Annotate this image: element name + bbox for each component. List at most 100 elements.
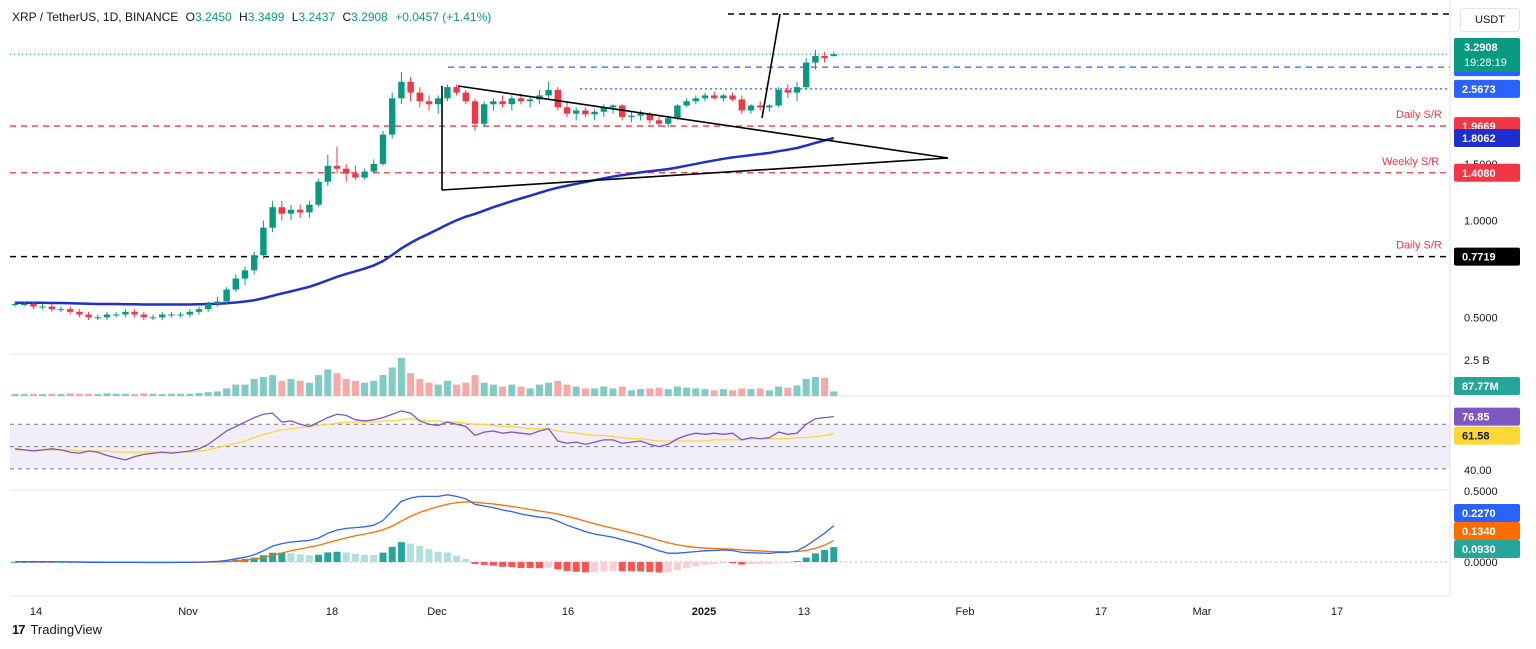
candle-body xyxy=(370,163,377,172)
candle-body xyxy=(343,168,350,174)
macd-histogram-bar xyxy=(747,562,755,565)
volume-bar xyxy=(821,377,829,396)
volume-bar xyxy=(729,390,737,396)
candle-body xyxy=(425,101,433,105)
volume-bar xyxy=(20,394,28,396)
price-tick-label: 1.0000 xyxy=(1464,216,1498,228)
macd-histogram-bar xyxy=(453,555,461,562)
volume-bar xyxy=(793,385,801,396)
macd-histogram-bar xyxy=(287,553,295,562)
macd-hist-tag: 0.0930 xyxy=(1462,544,1496,556)
currency-unit-button[interactable]: USDT xyxy=(1460,8,1520,32)
volume-bar xyxy=(112,393,120,396)
rsi-ma-tag-bg xyxy=(1454,426,1520,445)
macd-histogram-bar xyxy=(811,553,819,562)
candle-body xyxy=(471,101,479,124)
volume-bar xyxy=(11,394,19,396)
candle-body xyxy=(122,311,129,315)
volume-bar xyxy=(278,380,286,396)
x-axis-tick-label: 17 xyxy=(1095,606,1107,618)
candle-body xyxy=(278,207,285,214)
macd-histogram-bar xyxy=(802,557,810,562)
price-tag-0-7719: 0.7719 xyxy=(1462,252,1496,264)
macd-histogram-bar xyxy=(655,562,663,573)
candle-body xyxy=(140,314,147,318)
macd-histogram-bar xyxy=(784,562,792,563)
candle-body xyxy=(591,111,598,115)
volume-bar xyxy=(333,373,341,396)
x-axis-tick-label: 2025 xyxy=(692,606,716,618)
candle-body xyxy=(214,301,221,304)
candle-body xyxy=(241,270,249,279)
macd-histogram-bar xyxy=(315,554,323,562)
candle-body xyxy=(646,113,653,121)
volume-bar xyxy=(407,373,415,396)
close-key: C xyxy=(342,10,352,24)
volume-bar xyxy=(195,392,203,396)
candle-body xyxy=(720,95,727,99)
macd-histogram-bar xyxy=(462,558,470,562)
volume-bar xyxy=(618,386,626,396)
candle-body xyxy=(30,303,37,307)
macd-histogram-bar xyxy=(443,552,451,562)
price-tick-label: 0.5000 xyxy=(1464,312,1498,324)
macd-histogram-bar xyxy=(379,552,387,562)
candle-body xyxy=(398,81,405,99)
candle-body xyxy=(757,105,764,108)
volume-bar xyxy=(802,378,810,396)
volume-bar xyxy=(250,378,258,396)
candle-body xyxy=(655,120,663,124)
macd-histogram-bar xyxy=(729,562,737,564)
candle-body xyxy=(490,101,497,105)
volume-bar xyxy=(710,390,718,396)
x-axis-tick-label: 16 xyxy=(562,606,574,618)
candle-body xyxy=(168,314,175,316)
macd-signal-tag-bg xyxy=(1454,522,1520,540)
volume-bar xyxy=(627,390,635,396)
macd-histogram-bar xyxy=(572,562,580,572)
candle-body xyxy=(563,107,571,114)
candle-body xyxy=(729,95,736,100)
candle-body xyxy=(297,209,304,213)
macd-histogram-bar xyxy=(609,562,617,571)
volume-bar xyxy=(526,388,534,396)
rsi-axis-label: 40.00 xyxy=(1464,465,1492,477)
candle-body xyxy=(554,89,561,108)
candle-body xyxy=(11,303,19,305)
candle-body xyxy=(830,54,837,57)
volume-bar xyxy=(158,394,166,396)
macd-histogram-bar xyxy=(20,562,28,563)
volume-bar xyxy=(535,384,543,396)
volume-bar xyxy=(683,387,691,396)
macd-histogram-bar xyxy=(489,562,497,566)
candle-body xyxy=(324,165,331,182)
volume-bar xyxy=(232,384,240,396)
volume-bar xyxy=(462,382,470,396)
x-axis-tick-label: 14 xyxy=(30,606,42,618)
macd-histogram-bar xyxy=(250,557,258,562)
volume-bar xyxy=(572,386,580,396)
macd-axis-label-zero: 0.0000 xyxy=(1464,557,1498,569)
volume-bar xyxy=(66,393,74,396)
volume-bar xyxy=(269,375,277,396)
macd-histogram-bar xyxy=(664,562,672,573)
macd-line xyxy=(15,494,835,564)
triangle-lower-trendline xyxy=(441,157,949,191)
volume-bar xyxy=(315,375,323,396)
volume-bar xyxy=(581,388,589,396)
macd-histogram-bar xyxy=(535,562,543,569)
triangle-upper-trendline xyxy=(457,85,949,159)
volume-bar xyxy=(167,393,175,396)
volume-tag: 87.77M xyxy=(1462,381,1499,393)
macd-signal-tag: 0.1340 xyxy=(1462,526,1496,538)
candle-body xyxy=(692,98,699,102)
macd-histogram-bar xyxy=(259,555,267,562)
candle-body xyxy=(527,99,534,102)
candle-body xyxy=(389,98,396,135)
candle-body xyxy=(600,107,607,112)
macd-histogram-bar xyxy=(793,561,801,562)
macd-histogram-bar xyxy=(434,551,442,562)
candle-body xyxy=(609,105,617,108)
volume-bar xyxy=(379,375,387,396)
